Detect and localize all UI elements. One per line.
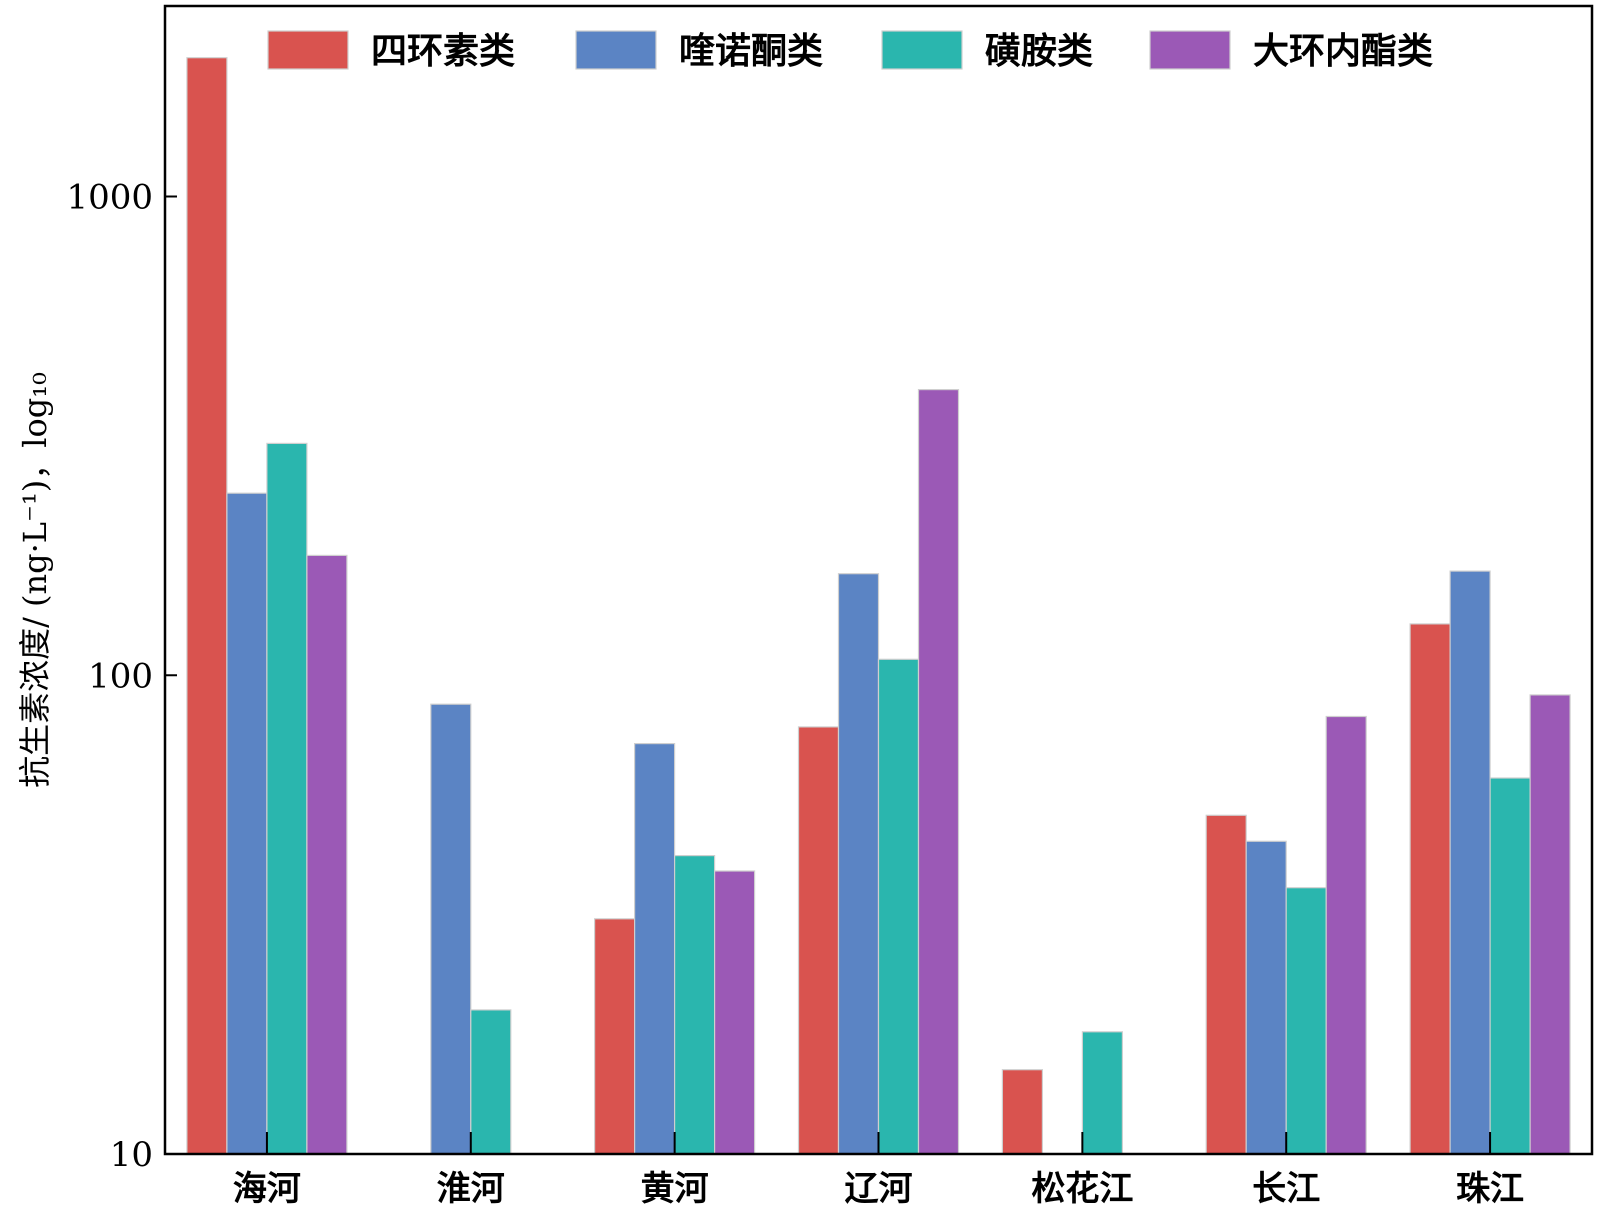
legend: 四环素类 喹诺酮类 磺胺类 大环内酯类 [267, 30, 1433, 72]
x-tick-label: 长江 [1252, 1169, 1320, 1209]
bar [1325, 715, 1367, 1155]
x-axis: 海河 淮河 黄河 辽河 松花江 长江 珠江 [233, 1132, 1524, 1209]
bar [633, 742, 676, 1155]
bar [1285, 887, 1327, 1155]
bar [186, 57, 228, 1155]
legend-label: 磺胺类 [985, 31, 1093, 72]
legend-swatch [1149, 30, 1231, 70]
bar [306, 554, 348, 1155]
bar [673, 854, 716, 1155]
bar [1081, 1031, 1124, 1155]
bar [797, 726, 840, 1155]
bar [877, 658, 920, 1155]
y-axis: 10 100 1000 [66, 178, 177, 1175]
x-tick-label: 海河 [233, 1169, 301, 1209]
bar [917, 389, 960, 1155]
x-tick-label: 珠江 [1456, 1169, 1524, 1209]
bar [1245, 840, 1287, 1155]
bar [430, 703, 472, 1155]
bar [1529, 694, 1571, 1155]
x-tick-label: 辽河 [845, 1169, 913, 1209]
legend-label: 四环素类 [371, 31, 515, 72]
legend-swatch [267, 30, 349, 70]
bar [1489, 777, 1531, 1155]
legend-label: 喹诺酮类 [679, 31, 823, 72]
bar [1449, 570, 1491, 1155]
bar [713, 870, 756, 1155]
legend-swatch [575, 30, 657, 70]
bars-layer [186, 57, 1571, 1155]
bar [226, 492, 268, 1155]
y-axis-label: 抗生素浓度/ (ng·L⁻¹)，log₁₀ [16, 372, 54, 788]
x-tick-label: 淮河 [437, 1169, 505, 1209]
bar [1205, 814, 1247, 1155]
x-tick-label: 松花江 [1031, 1169, 1133, 1209]
bar [266, 442, 308, 1155]
bar [1001, 1069, 1044, 1155]
bar [1409, 623, 1451, 1155]
y-tick-label: 1000 [66, 178, 153, 218]
y-tick-label: 10 [110, 1135, 153, 1175]
bar [593, 918, 636, 1155]
legend-swatch [881, 30, 963, 70]
x-tick-label: 黄河 [641, 1169, 709, 1209]
y-tick-label: 100 [88, 656, 153, 696]
bar [837, 573, 880, 1155]
legend-label: 大环内酯类 [1253, 31, 1433, 72]
bar [470, 1009, 512, 1155]
